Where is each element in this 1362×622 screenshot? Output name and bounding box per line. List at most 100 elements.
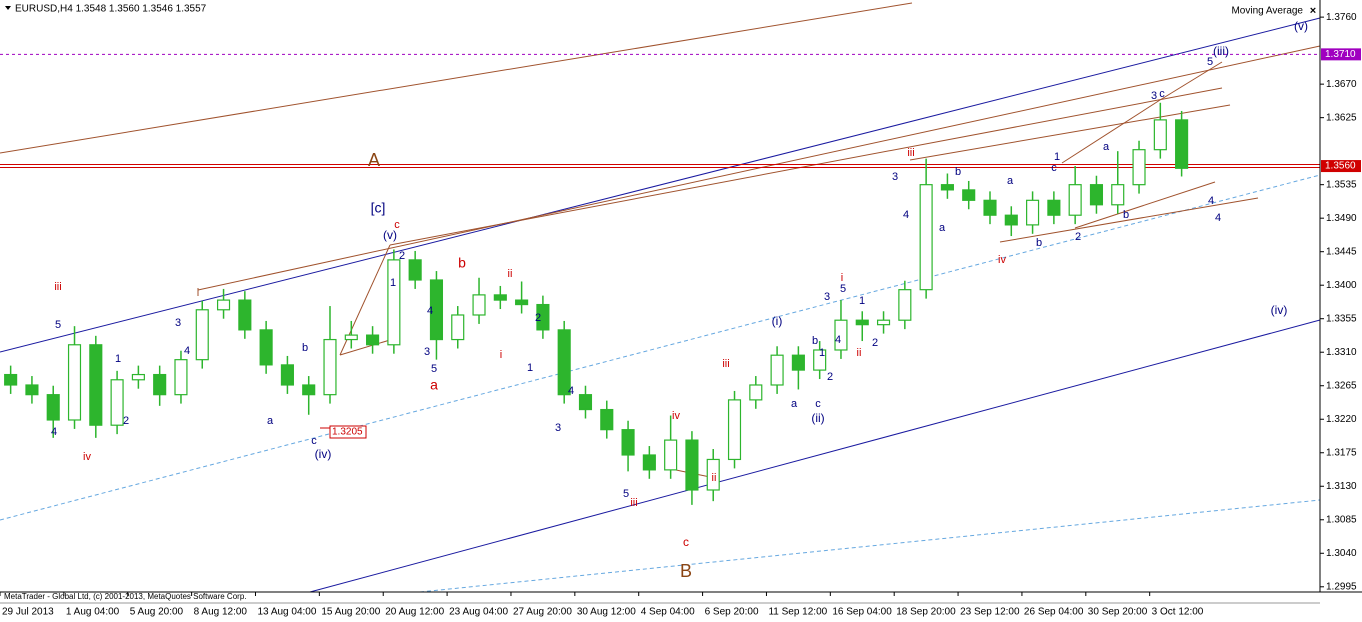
wave-label: a (430, 377, 438, 393)
candle-body (727, 399, 742, 461)
candle-body (621, 429, 635, 456)
x-tick-label: 16 Sep 04:00 (832, 607, 892, 618)
wave-label: [c] (371, 200, 386, 216)
candle-body (493, 294, 507, 301)
wave-label: iii (630, 497, 637, 509)
y-tick-label: 1.3130 (1326, 481, 1357, 492)
wave-label: 1 (1054, 151, 1060, 163)
y-tick-label: 1.3310 (1326, 347, 1357, 358)
wave-label: a (1103, 141, 1110, 153)
wave-label: 5 (1207, 56, 1213, 68)
wave-label: 5 (623, 488, 629, 500)
close-button[interactable]: × (1310, 5, 1316, 17)
y-tick-label: 1.3355 (1326, 313, 1357, 324)
x-tick-label: 18 Sep 20:00 (896, 607, 956, 618)
wave-label: 5 (431, 363, 437, 375)
candle-body (259, 329, 273, 366)
wave-label: 1.3205 (332, 427, 363, 438)
candle-body (813, 349, 827, 371)
wave-label: c (815, 398, 821, 410)
wave-label: 4 (903, 209, 909, 221)
wave-label: b (812, 335, 818, 347)
wave-label: 4 (184, 345, 190, 357)
y-tick-label: 1.3040 (1326, 548, 1357, 559)
y-tick-label: 1.3175 (1326, 447, 1357, 458)
candle-body (642, 454, 656, 471)
wave-label: 3 (175, 317, 181, 329)
wave-label: 2 (399, 250, 405, 262)
candle-body (1089, 184, 1104, 206)
wave-label: c (311, 435, 317, 447)
wave-label: 2 (123, 415, 129, 427)
trend-line (339, 339, 391, 356)
wave-label: 1 (390, 277, 396, 289)
trend-line (999, 197, 1259, 243)
price-box (329, 425, 367, 439)
candle-body (110, 379, 124, 426)
candle-body (855, 319, 869, 326)
wave-label: a (1007, 175, 1014, 187)
candle-body (472, 294, 486, 316)
x-tick-label: 23 Aug 04:00 (449, 607, 508, 618)
candle-body (876, 319, 891, 326)
candle-body (1153, 119, 1167, 151)
wave-label: 3 (892, 171, 898, 183)
wave-label: 1 (115, 353, 121, 365)
menu-triangle[interactable] (5, 6, 11, 10)
y-tick-label: 1.3220 (1326, 414, 1357, 425)
wave-label: (iv) (315, 447, 332, 461)
trend-line (0, 2, 913, 154)
x-tick-label: 8 Aug 12:00 (194, 607, 248, 618)
candle-body (451, 314, 465, 341)
wave-label: 3 (824, 291, 830, 303)
candle-body (387, 259, 401, 346)
wave-label: (v) (1294, 19, 1308, 33)
wave-label: i (500, 349, 502, 361)
wave-label: b (1123, 209, 1129, 221)
candle-body (408, 259, 422, 281)
candle-body (557, 329, 571, 396)
candle-body (515, 299, 529, 306)
channel-line (0, 174, 1321, 521)
y-tick-label: 1.3535 (1326, 179, 1357, 190)
plot-area: AB[c](iv)(v)(iii)(v)(iv)(i)(ii)iiiivbaii… (0, 19, 1320, 581)
wave-label: b (458, 255, 466, 271)
wave-label: 4 (1208, 195, 1214, 207)
candle-body (195, 309, 209, 361)
candle-body (302, 384, 316, 396)
candle-body (749, 384, 763, 401)
wave-label: ii (857, 347, 862, 359)
x-tick-label: 4 Sep 04:00 (641, 607, 695, 618)
candle-body (536, 303, 550, 331)
y-tick-label: 1.3490 (1326, 213, 1357, 224)
y-tick-label: 1.2995 (1326, 581, 1357, 592)
wave-label: iii (722, 358, 729, 370)
candle-body (791, 354, 805, 371)
x-tick-label: 5 Aug 20:00 (130, 607, 184, 618)
wave-label: 3 (555, 422, 561, 434)
candle-body (706, 458, 720, 491)
candle-body (131, 373, 145, 381)
candle-body (578, 394, 593, 411)
candle-body (1004, 214, 1018, 226)
candle-body (344, 334, 358, 341)
candle-body (174, 359, 188, 396)
candle-body (983, 199, 997, 216)
wave-label: iv (83, 451, 91, 463)
wave-label: c (683, 535, 689, 549)
trend-lines (0, 2, 1321, 593)
wave-label: 4 (427, 305, 433, 317)
candle-body (770, 354, 784, 386)
candle-body (1175, 119, 1189, 169)
wave-label: 4 (835, 334, 841, 346)
candle-body (1132, 149, 1146, 186)
y-tick-label: 1.3670 (1326, 79, 1357, 90)
indicator-label: Moving Average (1231, 6, 1303, 17)
wave-label: ii (508, 268, 513, 280)
channel-line (0, 17, 1321, 353)
wave-label: 1 (859, 295, 865, 307)
channel-line (419, 499, 1321, 593)
trend-line (1159, 61, 1223, 101)
candle-body (46, 394, 60, 421)
